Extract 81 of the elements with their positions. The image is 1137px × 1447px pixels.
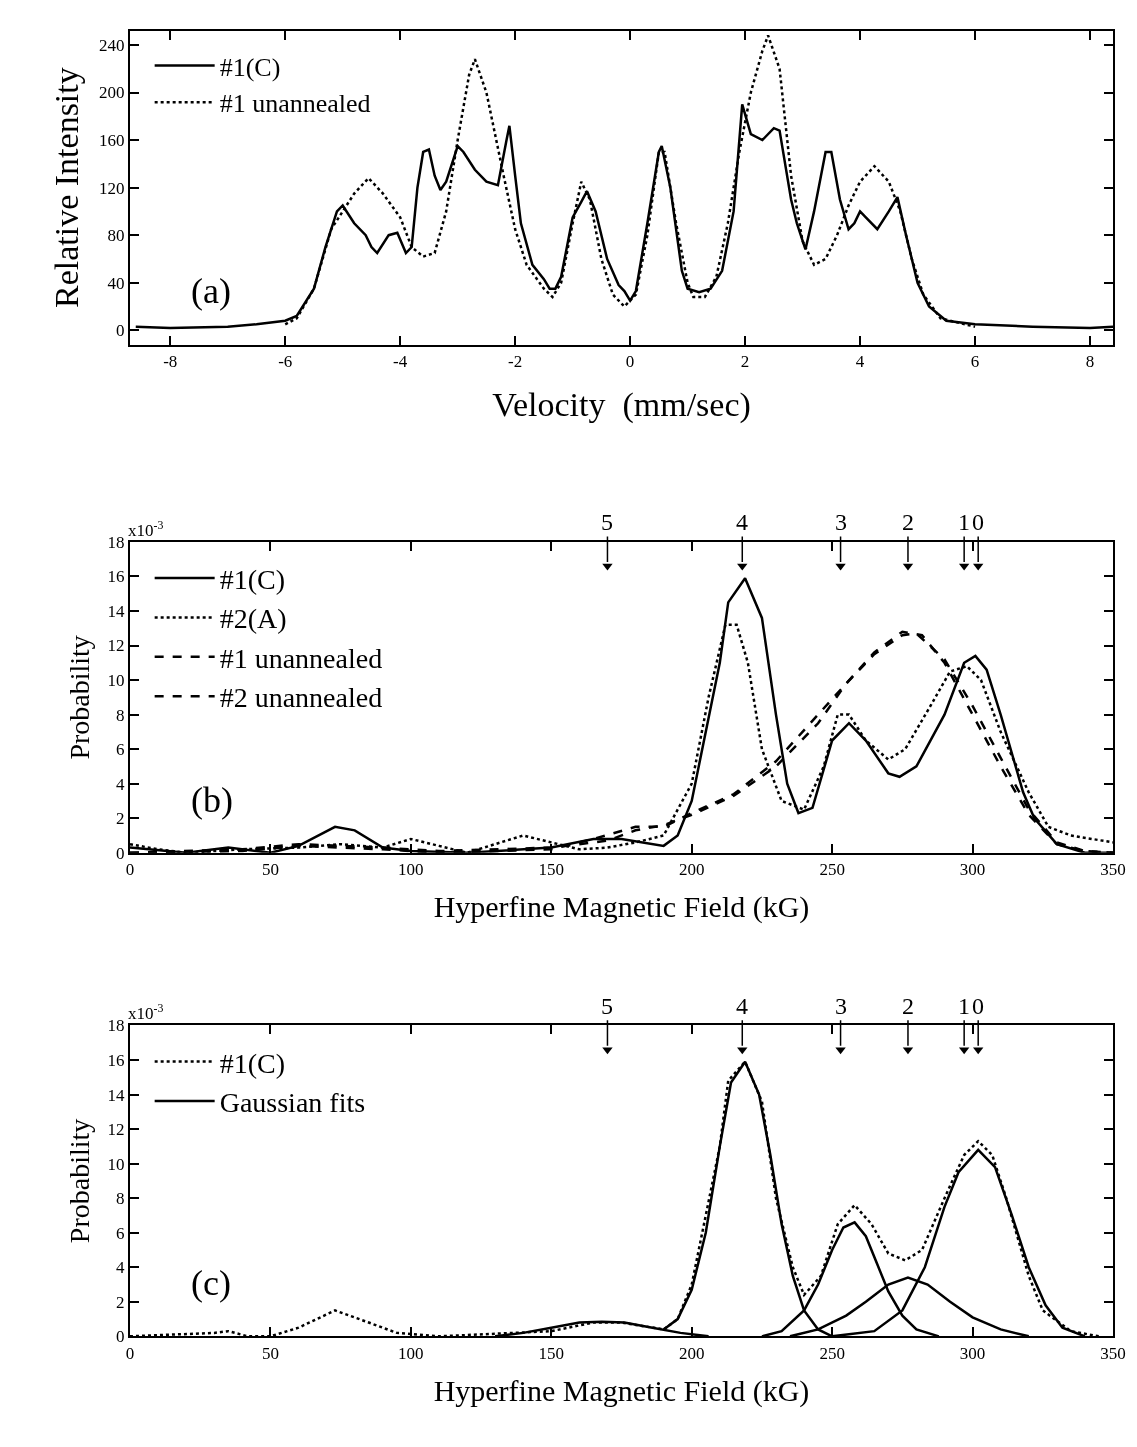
legend-label: #1(C) (219, 52, 281, 82)
x-tick-label: 50 (261, 1343, 279, 1363)
y-tick-label: 40 (107, 273, 125, 293)
x-tick-label: 100 (398, 1343, 424, 1363)
x-tick-label: 300 (959, 860, 986, 880)
x-tick-label: 6 (970, 351, 980, 371)
x-tick-label: 250 (819, 860, 845, 880)
annotation: 2 (902, 509, 914, 535)
x-tick-label: 50 (261, 860, 279, 880)
x-tick-label: -4 (393, 351, 408, 371)
x-tick-label: 200 (678, 860, 705, 880)
y-tick-label: 12 (107, 636, 125, 656)
annotation: 5 (601, 509, 613, 535)
x-tick-label: 150 (538, 860, 565, 880)
x-tick-label: 250 (819, 1343, 845, 1363)
y-tick-label: 4 (116, 1258, 126, 1278)
x-tick-label: 200 (678, 1343, 705, 1363)
y-tick-label: 200 (99, 83, 125, 103)
y-tick-label: 4 (116, 774, 126, 794)
y-tick-label: 2 (116, 1292, 125, 1312)
annotation: (b) (191, 780, 233, 820)
y-tick-label: 0 (116, 1327, 125, 1347)
y-tick-label: 16 (107, 567, 125, 587)
annotation: (c) (191, 1263, 231, 1303)
annotation: 1 (958, 993, 970, 1019)
y-tick-label: 14 (107, 1085, 126, 1105)
y-tick-label: 16 (107, 1050, 125, 1070)
x-tick-label: 4 (855, 351, 865, 371)
legend-label: #1 unannealed (219, 642, 383, 674)
annotation: 0 (972, 509, 984, 535)
y-tick-label: 10 (107, 1154, 125, 1174)
annotation: 3 (835, 993, 847, 1019)
y-tick-label: 80 (107, 226, 125, 246)
x-tick-label: -6 (278, 351, 293, 371)
annotation: 0 (972, 993, 984, 1019)
text: x10$^{-3}$ (128, 518, 164, 541)
y-tick-label: 120 (99, 178, 125, 198)
y-tick-label: 12 (107, 1120, 125, 1140)
y-tick-label: 8 (116, 1189, 125, 1209)
x-tick-label: -8 (163, 351, 178, 371)
y-tick-label: 240 (99, 35, 125, 55)
annotation: 4 (736, 993, 748, 1019)
y-tick-label: 2 (116, 809, 125, 829)
x-tick-label: 350 (1100, 860, 1126, 880)
legend-label: #1(C) (219, 1047, 285, 1079)
legend-label: #2 unannealed (219, 682, 383, 714)
x-tick-label: 350 (1100, 1343, 1126, 1363)
y-tick-label: 6 (116, 1223, 125, 1243)
y-axis-title: Relative Intensity (48, 67, 86, 309)
x-tick-label: 100 (398, 860, 424, 880)
annotation: (a) (191, 271, 231, 311)
annotation: 4 (736, 509, 748, 535)
x-tick-label: 0 (625, 351, 635, 371)
legend-label: #1(C) (219, 563, 285, 595)
y-tick-label: 10 (107, 671, 125, 691)
legend-label: #2(A) (219, 603, 287, 635)
x-axis-title: Velocity (mm/sec) (492, 385, 751, 424)
x-tick-label: 8 (1085, 351, 1095, 371)
text: x10$^{-3}$ (128, 1001, 164, 1024)
y-tick-label: 0 (116, 321, 125, 341)
y-axis-title: Probability (63, 635, 95, 760)
y-tick-label: 14 (107, 601, 126, 621)
legend-label: Gaussian fits (219, 1086, 366, 1118)
annotation: 1 (958, 509, 970, 535)
y-tick-label: 18 (107, 532, 125, 552)
x-tick-label: 300 (959, 1343, 986, 1363)
y-tick-label: 160 (99, 131, 125, 151)
annotation: 5 (601, 993, 613, 1019)
x-tick-label: 2 (740, 351, 750, 371)
y-tick-label: 8 (116, 705, 125, 725)
annotation: 2 (902, 993, 914, 1019)
annotation: 3 (835, 509, 847, 535)
legend-label: #1 unannealed (219, 89, 371, 119)
x-axis-title: Hyperfine Magnetic Field (kG) (433, 890, 810, 925)
y-axis-title: Probability (63, 1118, 95, 1244)
x-axis-title: Hyperfine Magnetic Field (kG) (433, 1373, 810, 1408)
y-tick-label: 6 (116, 740, 125, 760)
x-tick-label: -2 (508, 351, 523, 371)
x-tick-label: 150 (538, 1343, 565, 1363)
y-tick-label: 0 (116, 843, 125, 863)
y-tick-label: 18 (107, 1016, 125, 1036)
